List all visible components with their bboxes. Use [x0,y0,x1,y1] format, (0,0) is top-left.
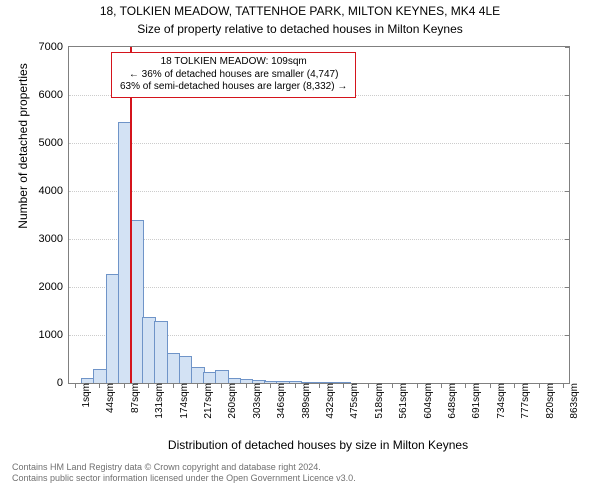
x-axis-label: Distribution of detached houses by size … [68,438,568,452]
x-tick-mark [295,383,296,388]
info-box-line2: ← 36% of detached houses are smaller (4,… [120,69,347,82]
x-tick-label: 174sqm [177,383,190,419]
x-tick-mark [75,383,76,388]
x-tick-label: 518sqm [372,383,385,419]
x-tick-mark [197,383,198,388]
x-tick-mark [368,383,369,388]
x-tick-mark [246,383,247,388]
y-tick-label: 0 [57,377,69,389]
x-tick-mark [173,383,174,388]
y-tick-mark [565,335,570,336]
x-tick-mark [319,383,320,388]
y-tick-mark [565,191,570,192]
x-tick-mark [490,383,491,388]
y-axis-label: Number of detached properties [16,0,30,314]
x-tick-mark [392,383,393,388]
x-tick-mark [563,383,564,388]
footer-line2: Contains public sector information licen… [12,473,600,484]
footer-line1: Contains HM Land Registry data © Crown c… [12,462,600,473]
chart-title-main: 18, TOLKIEN MEADOW, TATTENHOE PARK, MILT… [0,4,600,18]
plot-area: 010002000300040005000600070001sqm44sqm87… [68,46,570,384]
gridline [69,239,569,240]
y-tick-label: 6000 [39,89,69,101]
x-tick-label: 777sqm [518,383,531,419]
x-tick-label: 44sqm [103,383,116,413]
x-tick-mark [124,383,125,388]
x-tick-mark [417,383,418,388]
info-box-line1: 18 TOLKIEN MEADOW: 109sqm [120,56,347,69]
x-tick-label: 1sqm [79,383,92,407]
x-tick-label: 432sqm [323,383,336,419]
y-tick-label: 4000 [39,185,69,197]
x-tick-label: 691sqm [469,383,482,419]
info-box: 18 TOLKIEN MEADOW: 109sqm ← 36% of detac… [111,52,356,98]
gridline [69,143,569,144]
x-tick-label: 346sqm [274,383,287,419]
x-tick-mark [221,383,222,388]
x-tick-label: 260sqm [225,383,238,419]
x-tick-label: 87sqm [128,383,141,413]
x-tick-label: 303sqm [250,383,263,419]
info-box-line3: 63% of semi-detached houses are larger (… [120,81,347,94]
y-tick-label: 3000 [39,233,69,245]
y-tick-mark [565,143,570,144]
y-tick-mark [565,239,570,240]
chart-container: 18, TOLKIEN MEADOW, TATTENHOE PARK, MILT… [0,0,600,500]
y-tick-label: 2000 [39,281,69,293]
y-tick-label: 7000 [39,41,69,53]
gridline [69,191,569,192]
footer: Contains HM Land Registry data © Crown c… [0,462,600,485]
y-tick-label: 1000 [39,329,69,341]
chart-title-sub: Size of property relative to detached ho… [0,22,600,36]
x-tick-mark [343,383,344,388]
y-tick-label: 5000 [39,137,69,149]
x-tick-label: 604sqm [421,383,434,419]
x-tick-label: 561sqm [396,383,409,419]
x-tick-mark [270,383,271,388]
x-tick-label: 648sqm [445,383,458,419]
x-tick-mark [148,383,149,388]
x-tick-mark [465,383,466,388]
x-tick-label: 734sqm [494,383,507,419]
x-tick-label: 820sqm [543,383,556,419]
y-tick-mark [565,47,570,48]
x-tick-mark [539,383,540,388]
y-tick-mark [565,95,570,96]
x-tick-label: 863sqm [567,383,580,419]
x-tick-label: 131sqm [152,383,165,419]
y-tick-mark [565,287,570,288]
x-tick-label: 475sqm [347,383,360,419]
x-tick-mark [514,383,515,388]
gridline [69,287,569,288]
x-tick-mark [441,383,442,388]
x-tick-mark [99,383,100,388]
x-tick-label: 217sqm [201,383,214,419]
x-tick-label: 389sqm [299,383,312,419]
